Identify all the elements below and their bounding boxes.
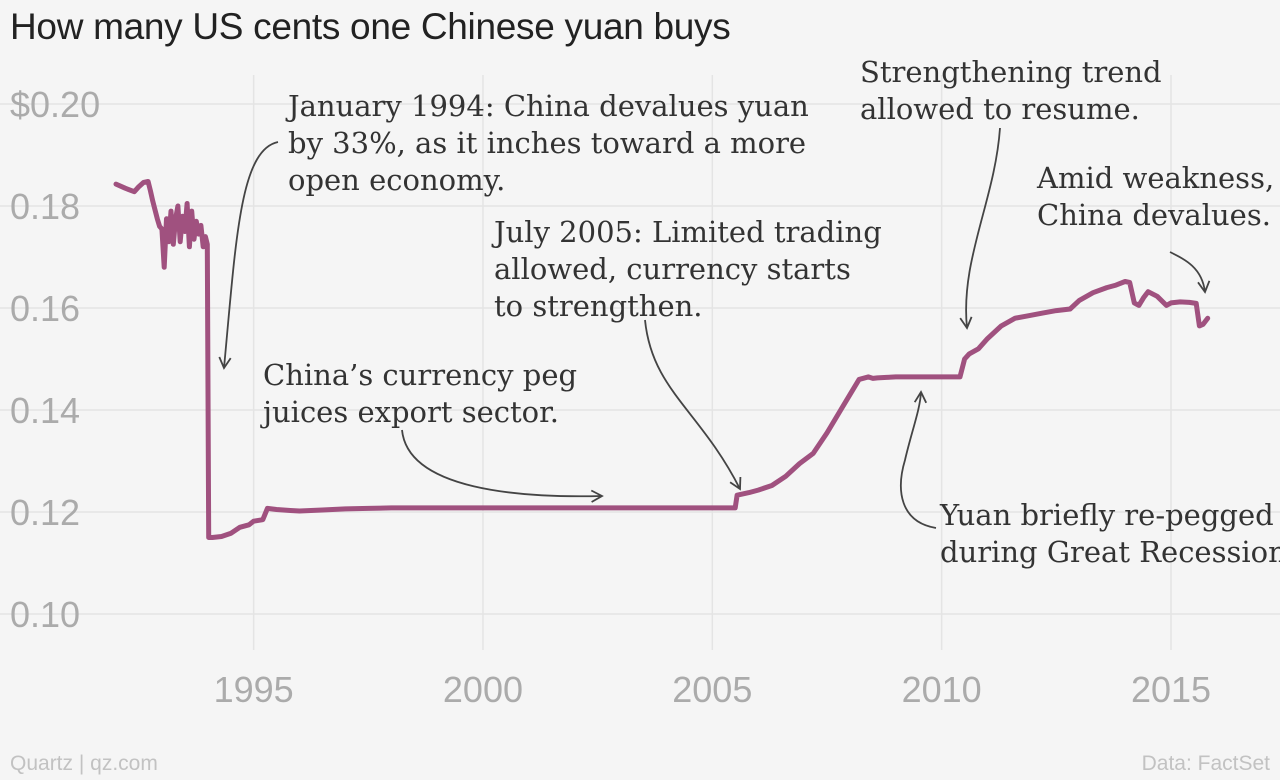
data-source: Data: FactSet: [1141, 752, 1270, 775]
annotation-text: juices export sector.: [260, 395, 559, 429]
chart-title: How many US cents one Chinese yuan buys: [10, 6, 731, 47]
annotation-text: allowed, currency starts: [494, 252, 851, 286]
arrowhead-icon: [590, 489, 604, 503]
arrowhead-icon: [218, 356, 232, 370]
y-tick-label: 0.16: [10, 288, 80, 329]
annotation-text: January 1994: China devalues yuan: [285, 89, 809, 123]
annotation-text: China’s currency peg: [263, 358, 577, 392]
x-tick-label: 2000: [443, 669, 523, 710]
arrowhead-icon: [913, 390, 928, 404]
annotation-text: Yuan briefly re-pegged: [939, 498, 1274, 532]
source-credit: Quartz | qz.com: [10, 752, 158, 775]
gridlines: [0, 75, 1280, 650]
annotation-arrow: [644, 319, 741, 490]
annotation-text: allowed to resume.: [860, 92, 1140, 126]
x-tick-label: 2005: [672, 669, 752, 710]
annotation-text: Amid weakness,: [1036, 161, 1274, 195]
y-tick-label: $0.20: [10, 84, 100, 125]
annotation-arrow: [223, 141, 279, 369]
x-tick-label: 2010: [902, 669, 982, 710]
arrowhead-icon: [729, 476, 742, 491]
annotation-text: Strengthening trend: [860, 55, 1162, 89]
arrowhead-icon: [1197, 280, 1211, 294]
annotation-arrow: [401, 429, 603, 498]
x-tick-label: 2015: [1131, 669, 1211, 710]
x-tick-label: 1995: [214, 669, 294, 710]
annotation: Amid weakness,China devalues.: [1036, 161, 1274, 293]
annotation-arrow: [1169, 251, 1206, 293]
annotation-text: China devalues.: [1037, 198, 1271, 232]
yuan-usd-line: [113, 179, 1211, 540]
series-layer: [113, 179, 1211, 540]
x-axis-ticks: 1995 2000 2005 2010 2015: [214, 669, 1211, 710]
arrowhead-icon: [959, 316, 973, 330]
annotation-text: to strengthen.: [494, 289, 703, 323]
y-tick-label: 0.12: [10, 492, 80, 533]
annotation-text: during Great Recession.: [940, 535, 1280, 569]
y-tick-label: 0.10: [10, 594, 80, 635]
annotation-arrow: [965, 127, 1001, 329]
annotation-text: by 33%, as it inches toward a more: [288, 126, 806, 160]
annotation-arrow: [900, 391, 937, 529]
annotation-text: open economy.: [288, 163, 505, 197]
annotation-text: July 2005: Limited trading: [491, 215, 882, 249]
y-axis-ticks: 0.10 0.12 0.14 0.16 0.18 $0.20: [10, 84, 100, 635]
y-tick-label: 0.18: [10, 186, 80, 227]
y-tick-label: 0.14: [10, 390, 80, 431]
